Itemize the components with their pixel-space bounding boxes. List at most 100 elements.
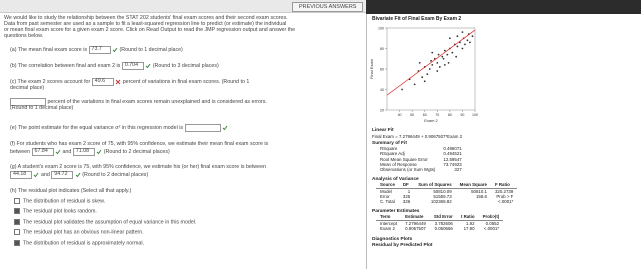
point [447, 61, 450, 64]
point [401, 88, 403, 91]
header-cell: DF [398, 182, 415, 189]
checkbox[interactable] [14, 239, 20, 246]
window-titlebar [366, 0, 641, 14]
text: between [10, 149, 31, 156]
point [428, 68, 431, 70]
cell: 73.74923 [443, 161, 462, 167]
point [442, 57, 445, 60]
option-text: The distribution of residual is skew. [23, 198, 106, 205]
cell: 1.92 [466, 220, 475, 226]
item-c: (c) The exam 2 scores account for 49.6 p… [10, 78, 249, 86]
y-tick-label: 40 [380, 88, 384, 92]
header-cell: Mean Square [455, 182, 491, 189]
point [438, 66, 441, 68]
answer-input[interactable]: 49.6 [91, 78, 114, 86]
cell: 0.496071 [443, 146, 462, 152]
text: percent of the variations in final exam … [47, 99, 267, 106]
header-cell: Term [376, 214, 402, 221]
header-cell: Estimate [401, 214, 430, 221]
cell: 0.0552 [485, 220, 500, 226]
row: Observations (or Sum Wgts) 327 [376, 167, 466, 172]
option-text: The residual plot has an obvious non-lin… [23, 229, 144, 236]
cell: 3.782606 [434, 220, 453, 226]
point [456, 45, 459, 48]
answer-input[interactable]: 94.72 [51, 171, 74, 179]
cell: 0.9067507 [405, 225, 426, 231]
answer-input[interactable]: 67.84 [31, 148, 54, 156]
cell: Exam 2 [380, 225, 395, 231]
point [430, 59, 432, 62]
header-cell: F Ratio [490, 182, 518, 189]
previous-answers-button[interactable]: PREVIOUS ANSWERS [292, 1, 364, 12]
point [443, 49, 446, 52]
y-tick-label: 80 [380, 47, 384, 51]
point [431, 64, 434, 66]
cell: RSquare [380, 146, 398, 152]
cell: C. Total [380, 199, 395, 205]
option-text: The residual plot looks random. [23, 208, 97, 215]
point [448, 37, 451, 40]
text: (a) The mean final exam score is [10, 47, 88, 54]
fit-line [386, 29, 476, 96]
item-g-answers: 44.18 and 94.72 (Round to 2 decimal plac… [10, 171, 148, 179]
checkbox[interactable] [14, 198, 20, 204]
table: Source DF Sum of Squares Mean Square F Ratio… [376, 182, 518, 205]
y-tick-label: 20 [380, 108, 384, 112]
option: The distribution of residual is approxim… [14, 239, 196, 247]
row: Error 325 51559.73 158.6 Prob > F [376, 194, 517, 199]
point [471, 35, 474, 38]
cell: 326 [402, 199, 411, 205]
point [437, 53, 440, 56]
cell: Root Mean Square Error [380, 156, 428, 162]
option: The residual plot looks random. [14, 208, 196, 215]
cell: Observations (or Sum Wgts) [380, 167, 436, 173]
checkbox[interactable] [14, 229, 20, 236]
checkbox[interactable] [14, 208, 20, 215]
option-text: The residual plot validates the assumpti… [23, 219, 197, 226]
option: The residual plot validates the assumpti… [14, 218, 197, 226]
option: The residual plot has an obvious non-lin… [14, 229, 196, 236]
item-f-answers: between 67.84 and 71.08 (Round to 2 deci… [10, 148, 170, 156]
point [426, 73, 429, 76]
checkbox[interactable] [14, 218, 20, 225]
output-window: Bivariate Fit of Final Exam By Exam 2 20… [366, 14, 641, 269]
point [441, 55, 444, 58]
answer-input[interactable] [184, 124, 221, 132]
answer-input[interactable]: 44.18 [10, 171, 32, 179]
row: Root Mean Square Error 12.59547 [376, 157, 466, 162]
scatter-plot: 20 40 60 80 100 40 50 60 70 80 90 100 Exam 2 Final Ex… [369, 26, 478, 123]
section-title: Summary of Fit [372, 141, 407, 146]
output-title: Bivariate Fit of Final Exam By Exam 2 [372, 16, 462, 22]
formula: Final Exam = 7.2796449 + 0.9067507*Exam … [372, 134, 463, 139]
plot-frame [386, 27, 476, 111]
header-row: Term Estimate Std Error t Ratio Prob>|t| [376, 214, 504, 221]
x-tick-label: 40 [398, 113, 402, 117]
option: The distribution of residual is skew. [14, 198, 196, 205]
intro-line: We would like to study the relationship … [4, 15, 288, 21]
x-tick-label: 90 [460, 113, 464, 117]
item-f: (f) For students who has exam 2 score of… [10, 141, 269, 147]
point [451, 51, 454, 54]
cell: 51559.73 [433, 193, 452, 199]
text: (e) The point estimate for the equal var… [10, 125, 184, 132]
section-title: Diagnostics Plots [372, 237, 413, 243]
answer-input[interactable]: 71.08 [72, 148, 95, 156]
point [413, 83, 416, 86]
cell: Prob > F [496, 193, 514, 199]
text: (b) The correlation between final and ex… [10, 63, 121, 70]
tables: Summary of Fit RSquare 0.496071 RSquare Adj… [372, 140, 637, 248]
note: decimal place) [10, 85, 45, 91]
option-text: The distribution of residual is approxim… [23, 240, 145, 247]
cell: 12.59547 [443, 156, 462, 162]
x-axis-label: Exam 2 [424, 118, 438, 123]
options: The distribution of residual is skew. The… [14, 198, 196, 250]
answer-input[interactable]: 0.704 [121, 62, 144, 70]
cell: 320.2739 [494, 188, 514, 194]
cell: 50810.09 [433, 188, 452, 194]
point [446, 53, 449, 56]
table: Term Estimate Std Error t Ratio Prob>|t| Inte… [376, 214, 504, 231]
intro-line: Data from past semester are used as a sa… [4, 21, 287, 27]
cell: RSquare Adj [380, 151, 405, 157]
answer-input[interactable]: 73.7 [88, 46, 111, 54]
